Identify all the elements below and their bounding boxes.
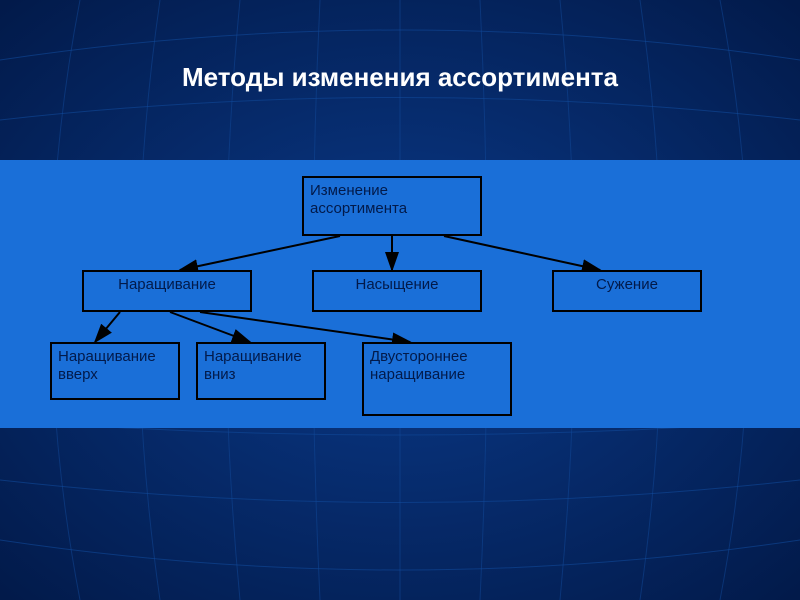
node-n2: Насыщение — [312, 270, 482, 312]
node-n3: Сужение — [552, 270, 702, 312]
node-n1: Наращивание — [82, 270, 252, 312]
slide: Методы изменения ассортимента Изменение … — [0, 0, 800, 600]
node-n1c: Двустороннее наращивание — [362, 342, 512, 416]
node-n1a: Наращивание вверх — [50, 342, 180, 400]
slide-title: Методы изменения ассортимента — [0, 62, 800, 93]
node-root: Изменение ассортимента — [302, 176, 482, 236]
node-n1b: Наращивание вниз — [196, 342, 326, 400]
